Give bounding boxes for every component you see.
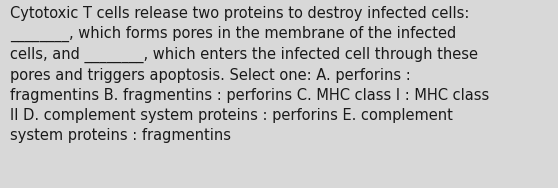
- Text: Cytotoxic T cells release two proteins to destroy infected cells:
________, whic: Cytotoxic T cells release two proteins t…: [10, 6, 489, 143]
